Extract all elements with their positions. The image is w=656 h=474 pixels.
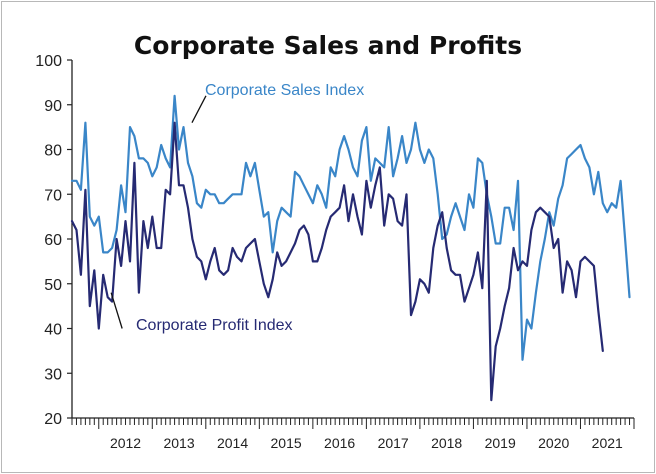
y-tick-label: 30 bbox=[44, 366, 62, 383]
sales-annotation: Corporate Sales Index bbox=[205, 82, 364, 99]
series-layer bbox=[70, 94, 631, 402]
profit-series-line bbox=[70, 121, 604, 402]
x-tick-label: 2017 bbox=[378, 435, 409, 451]
x-tick-label: 2018 bbox=[431, 435, 462, 451]
x-tick-label: 2016 bbox=[324, 435, 355, 451]
chart-title: Corporate Sales and Profits bbox=[134, 31, 522, 60]
x-axis: 2012 2013 2014 2015 2016 2017 2018 2019 2020 2021 bbox=[71, 417, 635, 451]
y-tick-label: 50 bbox=[44, 277, 62, 294]
y-tick-label: 60 bbox=[44, 232, 62, 249]
x-tick-label: 2021 bbox=[592, 435, 623, 451]
profit-annotation: Corporate Profit Index bbox=[136, 317, 293, 334]
x-tick-label: 2012 bbox=[110, 435, 141, 451]
y-tick-label: 100 bbox=[35, 53, 62, 70]
x-tick-label: 2015 bbox=[271, 435, 302, 451]
annotation-layer: Corporate Sales Index Corporate Profit In… bbox=[110, 82, 364, 334]
y-axis: 20 30 40 50 60 70 80 90 100 bbox=[35, 53, 73, 428]
y-tick-label: 20 bbox=[44, 411, 62, 428]
profit-leader-line bbox=[110, 292, 123, 329]
x-tick-label: 2013 bbox=[163, 435, 194, 451]
sales-series-line bbox=[70, 94, 631, 361]
sales-leader-line bbox=[191, 95, 207, 123]
x-tick-label: 2014 bbox=[217, 435, 248, 451]
x-tick-label: 2020 bbox=[538, 435, 569, 451]
y-tick-label: 40 bbox=[44, 322, 62, 339]
x-tick-label: 2019 bbox=[485, 435, 516, 451]
y-tick-label: 90 bbox=[44, 98, 62, 115]
y-tick-label: 70 bbox=[44, 187, 62, 204]
y-tick-label: 80 bbox=[44, 143, 62, 160]
